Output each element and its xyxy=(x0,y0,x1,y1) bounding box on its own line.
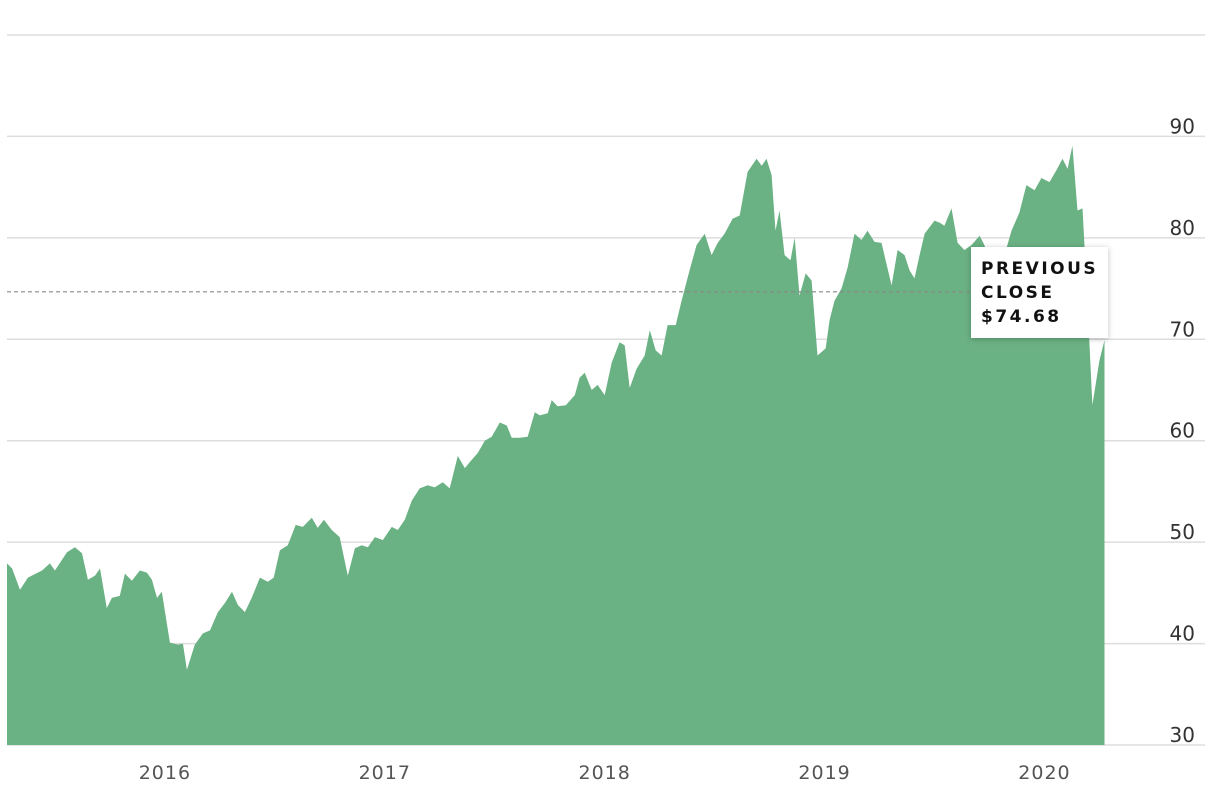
y-tick-label: 40 xyxy=(1170,622,1195,646)
plot xyxy=(7,145,1105,746)
y-tick-label: 80 xyxy=(1170,216,1195,240)
y-tick-label: 50 xyxy=(1170,520,1195,544)
tooltip-label: CLOSE xyxy=(981,283,1055,303)
x-tick-label: 2018 xyxy=(579,762,631,784)
y-tick-label: 60 xyxy=(1170,419,1195,443)
tooltip-box xyxy=(971,247,1108,338)
x-tick-label: 2016 xyxy=(139,762,191,784)
y-tick-label: 30 xyxy=(1170,723,1195,747)
y-tick-label: 70 xyxy=(1170,317,1195,341)
x-tick-label: 2017 xyxy=(359,762,411,784)
x-tick-label: 2019 xyxy=(798,762,850,784)
area xyxy=(7,145,1105,746)
tooltip-label: PREVIOUS xyxy=(981,259,1098,279)
x-tick-label: 2020 xyxy=(1018,762,1070,784)
y-tick-label: 90 xyxy=(1170,114,1195,138)
overlay: 30 40 50 60 70 80 90 2016 2017 2018 2019 2020 PREVIO… xyxy=(7,114,1195,784)
tooltip-value: $74.68 xyxy=(981,307,1062,327)
